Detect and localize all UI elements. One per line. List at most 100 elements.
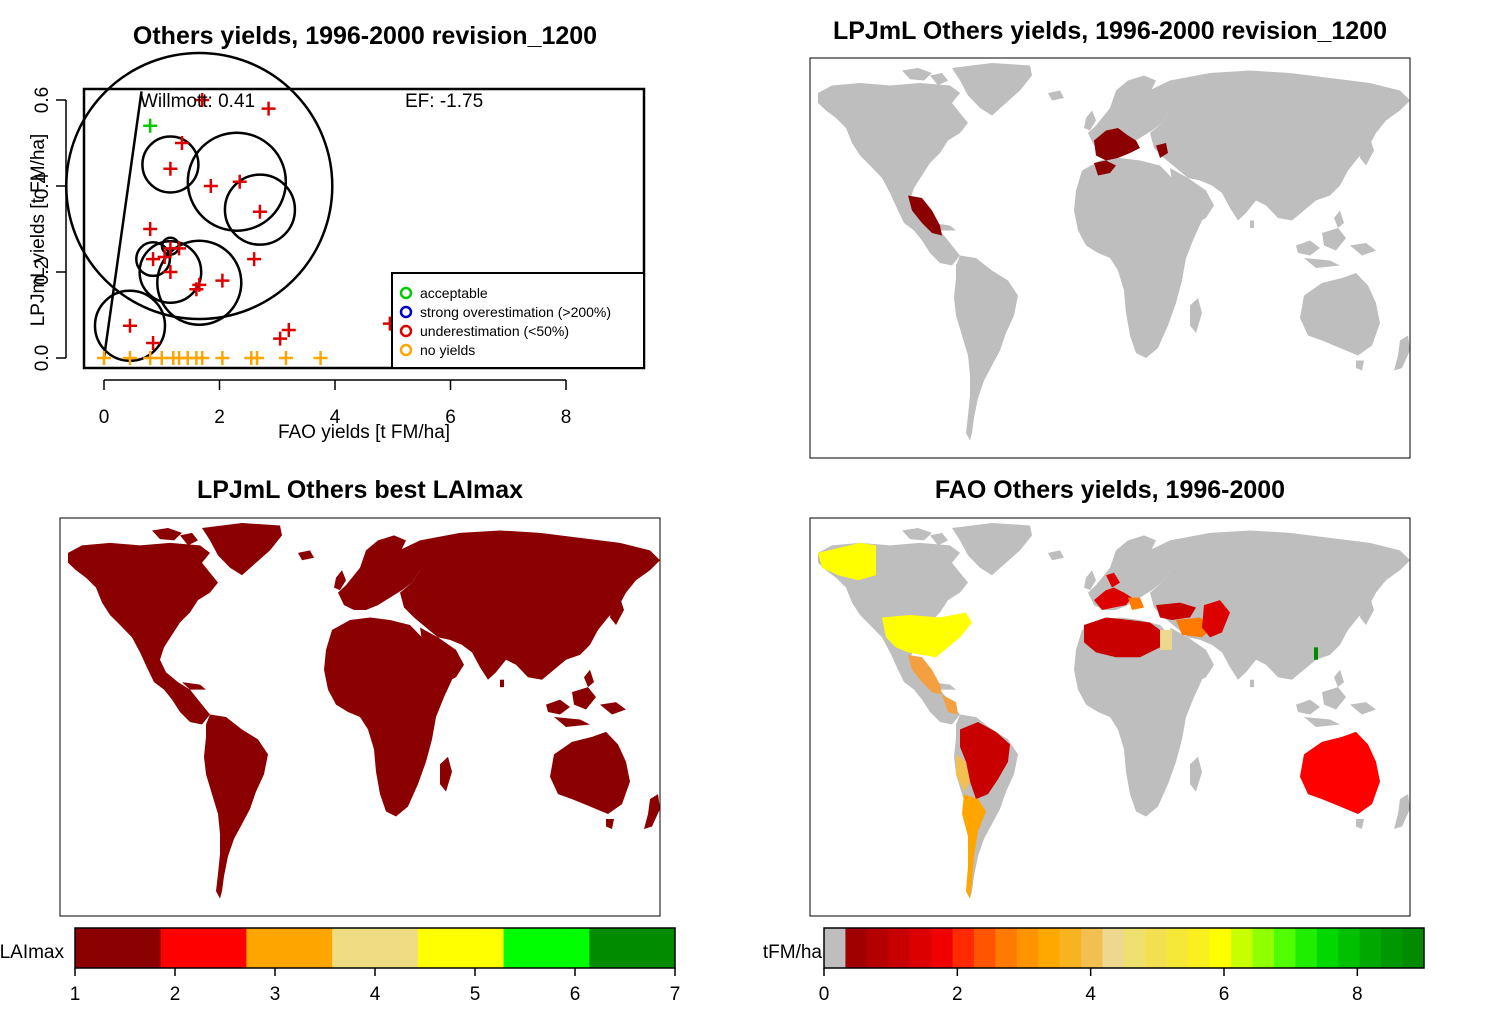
x-tick-label: 2 (214, 407, 225, 428)
scatter-bubble (223, 173, 297, 246)
colorbar-bin (1145, 928, 1168, 968)
map-laimax-frame (59, 517, 661, 917)
map-laimax-panel: LPJmL Others best LAImax LAImax 1 2 3 4 5 6 7 (0, 476, 680, 1005)
colorbar-bin (824, 928, 846, 968)
scatter-point (261, 101, 276, 116)
colorbar-bin (1231, 928, 1254, 968)
colorbar-bin (417, 928, 505, 968)
region-alaska (818, 542, 876, 581)
colorbar-bin (952, 928, 975, 968)
map-laimax (68, 522, 660, 899)
colorbar-bin (1124, 928, 1146, 968)
region-mexico (908, 195, 942, 236)
region-peru (956, 754, 970, 792)
land-mass (68, 522, 660, 899)
region-balkans (1128, 597, 1144, 611)
scatter-point (195, 351, 210, 365)
scatter-point (195, 93, 210, 107)
legend-label: strong overestimation (>200%) (420, 304, 611, 320)
scatter-point (174, 136, 189, 150)
colorbar-bin (332, 928, 419, 968)
colorbar-fao-label: tFM/ha (763, 942, 823, 963)
scatter-fit-line (102, 91, 143, 359)
region-australia (1300, 731, 1380, 815)
colorbar-tick-label: 6 (570, 984, 581, 1005)
colorbar-bin (931, 928, 954, 968)
scatter-panel: Others yields, 1996-2000 revision_1200 W… (28, 22, 646, 443)
scatter-legend: acceptable strong overestimation (>200%) u… (391, 272, 645, 369)
colorbar-bin (974, 928, 996, 968)
colorbar-bin (1274, 928, 1296, 968)
ef-label: EF: -1.75 (405, 91, 483, 112)
colorbar-bin (1338, 928, 1361, 968)
colorbar-tick-label: 8 (1352, 984, 1363, 1005)
colorbar-tick-label: 6 (1219, 984, 1230, 1005)
legend-box (391, 272, 645, 369)
legend-label: acceptable (420, 285, 488, 301)
colorbar-tick-label: 2 (170, 984, 181, 1005)
colorbar-bin (1209, 928, 1232, 968)
scatter-point (172, 241, 187, 256)
scatter-point (143, 222, 158, 236)
scatter-point (143, 118, 158, 133)
region-brazil (960, 721, 1010, 800)
colorbar-bin (1295, 928, 1318, 968)
map-lpjml-yields (818, 63, 1410, 441)
colorbar-laimax: 1 2 3 4 5 6 7 (70, 927, 680, 1005)
scatter-point (247, 252, 262, 267)
scatter-ylabel: LPJmL yields [t FM/ha] (28, 134, 49, 327)
scatter-plot-area (65, 51, 397, 365)
colorbar-bin (1252, 928, 1275, 968)
colorbar-tick-label: 3 (270, 984, 281, 1005)
colorbar-bin (909, 928, 932, 968)
colorbar-bin (1059, 928, 1082, 968)
map-lpjml-yields-frame (809, 57, 1411, 459)
region-southern-europe (1094, 587, 1132, 611)
scatter-bubble (186, 131, 288, 232)
legend-marker (399, 343, 413, 357)
legend-label: no yields (420, 342, 475, 358)
legend-label: underestimation (<50%) (420, 323, 569, 339)
map-fao-title: FAO Others yields, 1996-2000 (935, 476, 1285, 504)
scatter-axes: 0 2 4 6 8 0.0 0.2 0.4 0.6 (32, 87, 571, 428)
region-north-africa (1084, 617, 1160, 658)
scatter-point (313, 351, 328, 365)
legend-marker (399, 324, 413, 338)
scatter-point (215, 351, 230, 365)
colorbar-bin (75, 928, 162, 968)
scatter-point (189, 282, 204, 297)
colorbar-bin (845, 928, 868, 968)
region-mexico (908, 654, 942, 695)
colorbar-bin (1402, 928, 1425, 968)
map-lpjml-yields-panel: LPJmL Others yields, 1996-2000 revision_… (809, 17, 1411, 459)
region-egypt (1160, 629, 1172, 650)
colorbar-frame (823, 927, 1425, 969)
y-tick-label: 0.4 (32, 172, 53, 199)
colorbar-bin (995, 928, 1018, 968)
colorbar-tick-label: 2 (952, 984, 963, 1005)
region-central-europe (1106, 572, 1120, 588)
region-central-america (942, 694, 958, 715)
scatter-point (97, 351, 111, 365)
colorbar-bin (160, 928, 247, 968)
scatter-point (250, 351, 265, 365)
colorbar-bin (1038, 928, 1061, 968)
legend-marker (399, 286, 413, 300)
x-tick-label: 6 (445, 407, 456, 428)
scatter-point (146, 335, 161, 350)
colorbar-bin (589, 928, 676, 968)
scatter-bubble (135, 241, 172, 278)
colorbar-fao: 0 2 4 6 8 (819, 927, 1425, 1005)
scatter-point (157, 249, 172, 264)
x-tick-label: 8 (561, 407, 572, 428)
colorbar-bin (1359, 928, 1382, 968)
map-fao (818, 522, 1410, 899)
y-tick-label: 0.6 (32, 87, 53, 113)
colorbar-bin (1381, 928, 1404, 968)
scatter-bubble (138, 239, 203, 305)
scatter-point (281, 323, 296, 338)
colorbar-tick-label: 0 (819, 984, 830, 1005)
scatter-point (146, 252, 161, 267)
colorbar-bin (1188, 928, 1211, 968)
